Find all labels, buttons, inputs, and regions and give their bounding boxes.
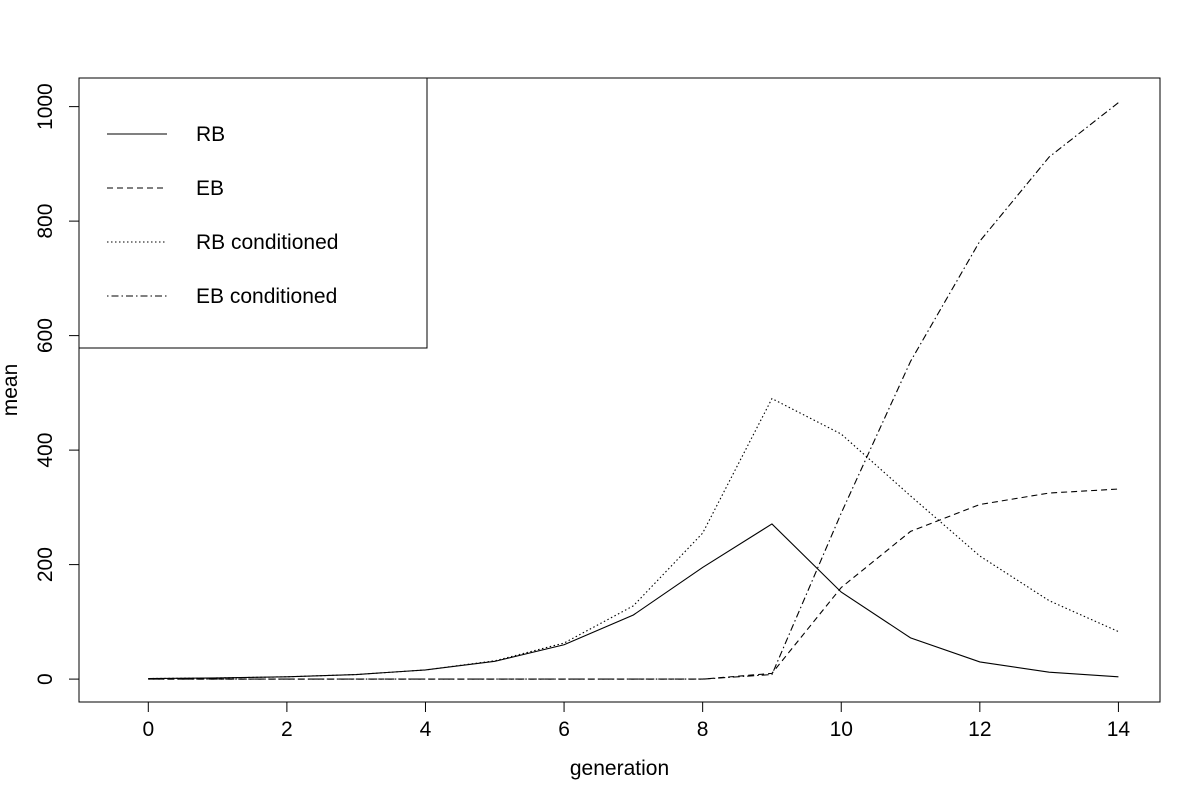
y-tick-label: 1000 [34, 83, 57, 130]
y-tick-label: 200 [34, 547, 57, 582]
legend-label: RB [196, 123, 225, 146]
legend: RB EB RB conditioned EB conditioned [78, 77, 428, 349]
legend-label: RB conditioned [196, 231, 338, 254]
series-line-eb-conditioned [148, 102, 1119, 680]
x-tick-label: 10 [830, 718, 853, 741]
series-line-rb [148, 523, 1119, 680]
legend-items: RB EB RB conditioned EB conditioned [107, 123, 338, 308]
x-tick-label: 8 [697, 718, 709, 741]
series-line-eb [148, 488, 1119, 680]
legend-label: EB [196, 177, 224, 200]
x-tick-label: 6 [558, 718, 570, 741]
x-axis-label: generation [570, 757, 669, 780]
x-tick-label: 2 [281, 718, 293, 741]
y-axis: 0 200 400 600 800 1000 [34, 83, 80, 685]
x-tick-label: 12 [968, 718, 991, 741]
legend-label: EB conditioned [196, 285, 337, 308]
series-line-rb-conditioned [148, 397, 1119, 680]
y-tick-label: 400 [34, 433, 57, 468]
series-layer [148, 102, 1119, 680]
legend-box [78, 77, 428, 349]
y-tick-label: 600 [34, 318, 57, 353]
y-tick-label: 0 [34, 673, 57, 685]
y-tick-label: 800 [34, 204, 57, 239]
x-axis: 0 2 4 6 8 10 12 14 [142, 701, 1131, 741]
y-axis-label: mean [0, 364, 22, 417]
x-tick-label: 4 [420, 718, 432, 741]
x-tick-label: 14 [1107, 718, 1131, 741]
x-tick-label: 0 [142, 718, 154, 741]
